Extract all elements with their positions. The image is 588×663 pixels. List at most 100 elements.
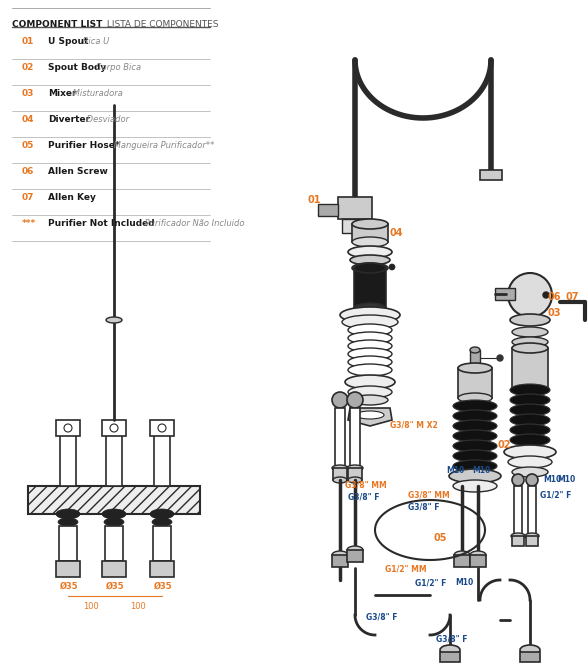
Ellipse shape (512, 467, 548, 477)
Ellipse shape (352, 263, 388, 273)
Ellipse shape (347, 546, 363, 554)
Ellipse shape (348, 386, 392, 398)
Ellipse shape (458, 393, 492, 403)
Text: 04: 04 (390, 228, 403, 238)
Bar (56, 420, 80, 436)
Ellipse shape (510, 434, 550, 446)
Ellipse shape (512, 337, 548, 347)
Ellipse shape (356, 411, 384, 419)
Bar (470, 350, 480, 370)
Ellipse shape (352, 395, 388, 405)
Text: Purifier Not Included: Purifier Not Included (48, 219, 155, 228)
Bar (102, 561, 126, 577)
Polygon shape (348, 408, 392, 426)
Text: G1/2" F: G1/2" F (415, 578, 446, 587)
Bar (59, 526, 77, 561)
Bar (347, 550, 363, 562)
Ellipse shape (512, 343, 548, 353)
Circle shape (389, 264, 395, 270)
Bar (512, 348, 548, 388)
Bar (352, 224, 388, 242)
Text: G1/2" F: G1/2" F (540, 490, 572, 499)
Text: M10: M10 (557, 475, 575, 484)
Ellipse shape (525, 533, 539, 539)
Bar (480, 170, 502, 180)
Text: 03: 03 (22, 89, 34, 98)
Text: 02: 02 (22, 63, 34, 72)
Circle shape (158, 424, 166, 432)
Text: Desviador: Desviador (84, 115, 129, 124)
Ellipse shape (348, 246, 392, 258)
Text: Allen Key: Allen Key (48, 193, 96, 202)
Text: 05: 05 (22, 141, 34, 150)
Ellipse shape (453, 450, 497, 462)
Bar (512, 536, 524, 546)
Text: Misturadora: Misturadora (71, 89, 123, 98)
Bar (342, 219, 368, 233)
Text: Spout Body: Spout Body (48, 63, 106, 72)
Ellipse shape (152, 518, 172, 526)
Ellipse shape (520, 645, 540, 655)
Text: LISTA DE COMPONENTES: LISTA DE COMPONENTES (104, 20, 219, 29)
Ellipse shape (511, 533, 525, 539)
Ellipse shape (504, 445, 556, 459)
Text: Ø35: Ø35 (106, 582, 125, 591)
Ellipse shape (332, 465, 348, 471)
Text: M10: M10 (446, 466, 465, 475)
Text: Ø35: Ø35 (154, 582, 173, 591)
Bar (470, 555, 486, 567)
Bar (105, 526, 123, 561)
Circle shape (347, 392, 363, 408)
Text: 02: 02 (497, 440, 510, 450)
Text: Bica U: Bica U (79, 37, 109, 46)
Bar (154, 435, 170, 486)
Ellipse shape (470, 551, 486, 559)
Ellipse shape (104, 518, 124, 526)
Text: Mangueira Purificador**: Mangueira Purificador** (111, 141, 215, 150)
Circle shape (110, 424, 118, 432)
Text: 06: 06 (22, 167, 34, 176)
Ellipse shape (354, 303, 386, 313)
Ellipse shape (56, 509, 80, 519)
Ellipse shape (348, 332, 392, 344)
Bar (495, 288, 515, 300)
Bar (106, 435, 122, 486)
Text: Purificador Não Incluido: Purificador Não Incluido (142, 219, 245, 228)
Text: U Spout: U Spout (48, 37, 88, 46)
Text: G3/8" F: G3/8" F (436, 635, 467, 644)
Text: M10: M10 (472, 466, 490, 475)
Bar (335, 408, 345, 468)
Ellipse shape (510, 384, 550, 396)
Ellipse shape (440, 645, 460, 655)
Ellipse shape (453, 460, 497, 472)
Circle shape (497, 355, 503, 361)
Ellipse shape (449, 469, 501, 483)
Ellipse shape (347, 465, 363, 471)
Ellipse shape (333, 477, 347, 483)
Text: 100: 100 (83, 602, 99, 611)
Text: G3/8" M X2: G3/8" M X2 (390, 420, 437, 429)
Text: Mixer: Mixer (48, 89, 76, 98)
Ellipse shape (510, 314, 550, 326)
Bar (60, 435, 76, 486)
Bar (514, 486, 522, 536)
Ellipse shape (354, 263, 386, 273)
Ellipse shape (352, 219, 388, 229)
Circle shape (526, 474, 538, 486)
Ellipse shape (350, 255, 390, 265)
Text: G3/8" F: G3/8" F (366, 612, 397, 621)
Bar (338, 197, 372, 219)
Text: G3/8" MM: G3/8" MM (408, 490, 450, 499)
Ellipse shape (453, 480, 497, 492)
Bar (526, 536, 538, 546)
Ellipse shape (150, 509, 174, 519)
Ellipse shape (348, 356, 392, 368)
Bar (28, 486, 200, 514)
Ellipse shape (508, 456, 552, 468)
Bar (102, 420, 126, 436)
Bar (150, 420, 174, 436)
Text: Allen Screw: Allen Screw (48, 167, 108, 176)
Text: Ø35: Ø35 (60, 582, 79, 591)
Ellipse shape (453, 410, 497, 422)
Ellipse shape (453, 430, 497, 442)
